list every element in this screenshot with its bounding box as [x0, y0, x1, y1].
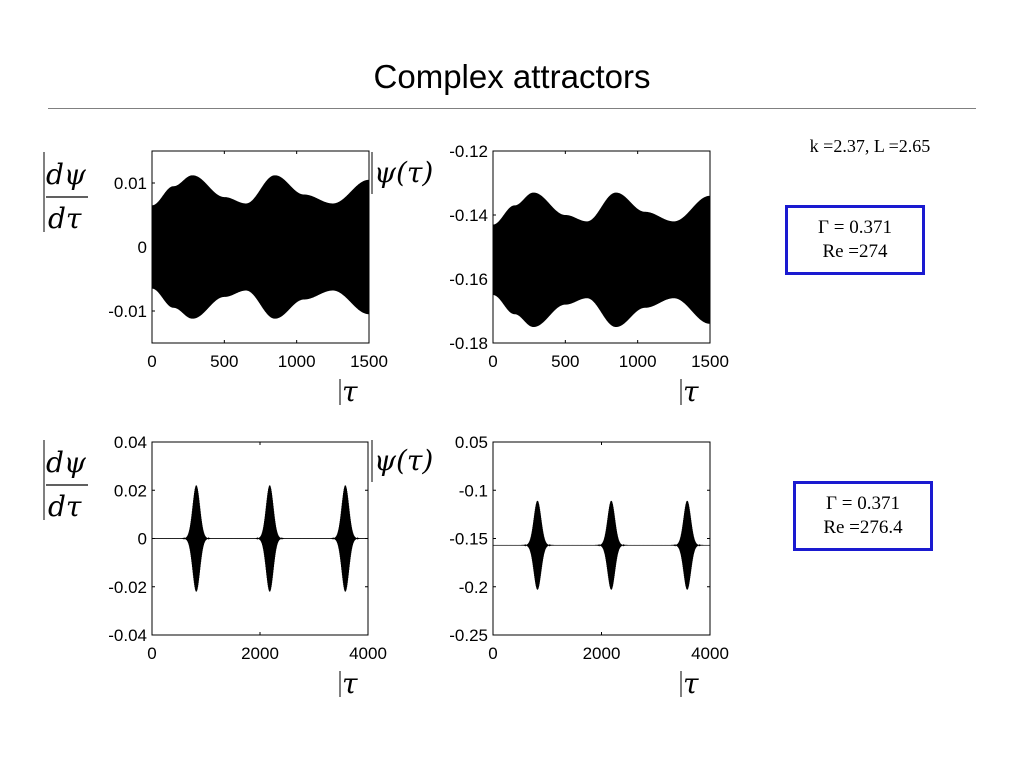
y-tick-label: 0.05: [455, 433, 488, 452]
series-line: [492, 500, 711, 590]
chart-bottom-left: 0 2000 4000 0.04 0.02 0 -0.02 -0.04 τ dψ dτ: [43, 433, 387, 700]
y-tick-label: -0.25: [449, 626, 488, 645]
x-tick-label: 500: [551, 352, 579, 371]
x-tick-label: 0: [147, 352, 156, 371]
y-tick-label: 0.01: [114, 174, 147, 193]
x-tick-label: 0: [147, 644, 156, 663]
y-tick-label: -0.04: [108, 626, 147, 645]
y-axis-label-numerator: dψ: [46, 158, 87, 191]
y-tick-label: -0.2: [459, 578, 488, 597]
chart-bottom-right: 0 2000 4000 0.05 -0.1 -0.15 -0.2 -0.25 τ ψ(τ): [371, 433, 729, 700]
x-tick-label: 4000: [691, 644, 729, 663]
x-tick-label: 2000: [241, 644, 279, 663]
parameters-label: k =2.37, L =2.65: [809, 136, 931, 156]
x-tick-label: 0: [488, 644, 497, 663]
x-tick-label: 4000: [349, 644, 387, 663]
plot-frame: [492, 441, 711, 636]
y-tick-label: 0: [138, 530, 147, 549]
gamma-value: Γ = 0.371: [826, 493, 900, 514]
y-tick-label: 0: [138, 238, 147, 257]
y-axis-label-denominator: dτ: [48, 202, 82, 235]
chart-top-right: 0 500 1000 1500 -0.12 -0.14 -0.16 -0.18 τ ψ(τ): [371, 142, 729, 408]
y-tick-label: -0.16: [449, 270, 488, 289]
y-tick-label: -0.15: [449, 530, 488, 549]
x-tick-label: 1000: [278, 352, 316, 371]
y-tick-label: 0.02: [114, 481, 147, 500]
x-tick-label: 2000: [583, 644, 621, 663]
x-axis-label: τ: [683, 667, 699, 700]
parameter-box-bottom: Γ = 0.371 Re =276.4: [793, 481, 933, 551]
x-tick-label: 1000: [619, 352, 657, 371]
y-axis-label-denominator: dτ: [48, 490, 82, 523]
reynolds-value: Re =276.4: [823, 517, 903, 538]
x-tick-label: 500: [210, 352, 238, 371]
series-line: [492, 192, 711, 328]
series-line: [151, 175, 370, 319]
gamma-value: Γ = 0.371: [818, 217, 892, 238]
x-tick-label: 1500: [350, 352, 388, 371]
y-tick-label: -0.1: [459, 481, 488, 500]
y-tick-label: -0.01: [108, 302, 147, 321]
y-tick-label: -0.14: [449, 206, 488, 225]
x-axis-label: τ: [342, 375, 358, 408]
y-axis-label: ψ(τ): [374, 156, 433, 189]
plot-frame: [492, 150, 711, 344]
x-tick-label: 0: [488, 352, 497, 371]
title-divider: [48, 108, 976, 109]
y-axis-label-numerator: dψ: [46, 446, 87, 479]
y-tick-label: 0.04: [114, 433, 147, 452]
x-tick-label: 1500: [691, 352, 729, 371]
chart-top-left: 0 500 1000 1500 0.01 0 -0.01 τ dψ dτ: [43, 150, 388, 408]
x-axis-label: τ: [683, 375, 699, 408]
y-tick-label: -0.18: [449, 334, 488, 353]
x-axis-label: τ: [342, 667, 358, 700]
slide-title: Complex attractors: [373, 58, 651, 95]
series-line: [151, 485, 369, 592]
parameter-box-top: Γ = 0.371 Re =274: [785, 205, 925, 275]
y-axis-label: ψ(τ): [374, 444, 433, 477]
reynolds-value: Re =274: [822, 241, 888, 262]
y-tick-label: -0.12: [449, 142, 488, 161]
y-tick-label: -0.02: [108, 578, 147, 597]
